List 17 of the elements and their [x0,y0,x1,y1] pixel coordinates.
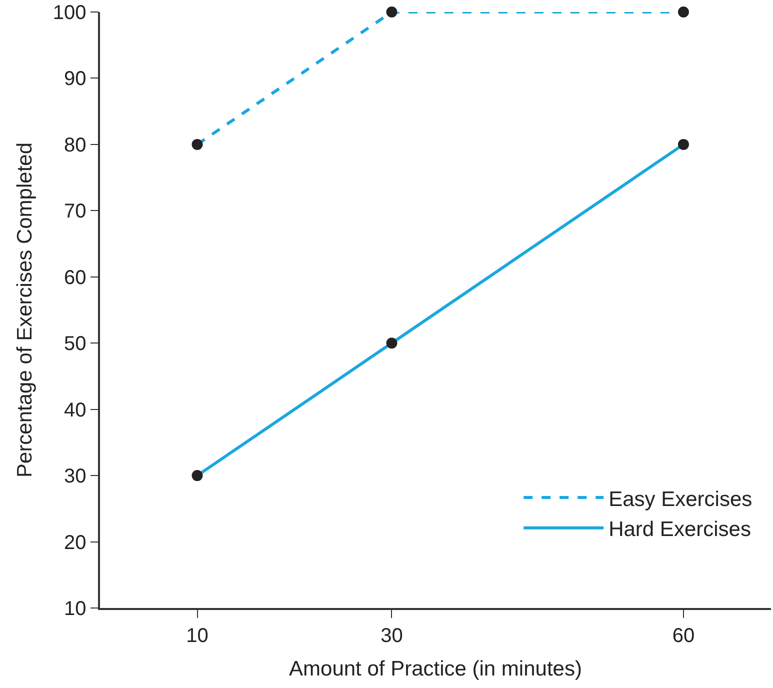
x-tick-label: 30 [380,624,403,647]
y-tick-label: 40 [64,399,86,422]
y-tick-label: 30 [64,466,86,488]
y-tick-label: 80 [64,134,86,156]
legend-label: Hard Exercises [608,518,751,542]
y-tick-label: 90 [64,68,86,90]
x-axis-title: Amount of Practice (in minutes) [289,657,582,680]
y-axis-title: Percentage of Exercises Completed [14,142,37,478]
y-tick-label: 50 [64,333,86,356]
y-tick-label: 70 [64,200,86,223]
y-tick-label: 10 [64,598,86,620]
y-tick-label: 100 [52,2,86,24]
y-tick-label: 20 [64,532,86,554]
x-tick-label: 60 [672,624,695,647]
y-tick-label: 60 [64,266,86,289]
x-tick-label: 10 [186,624,208,647]
legend-label: Easy Exercises [608,488,752,511]
